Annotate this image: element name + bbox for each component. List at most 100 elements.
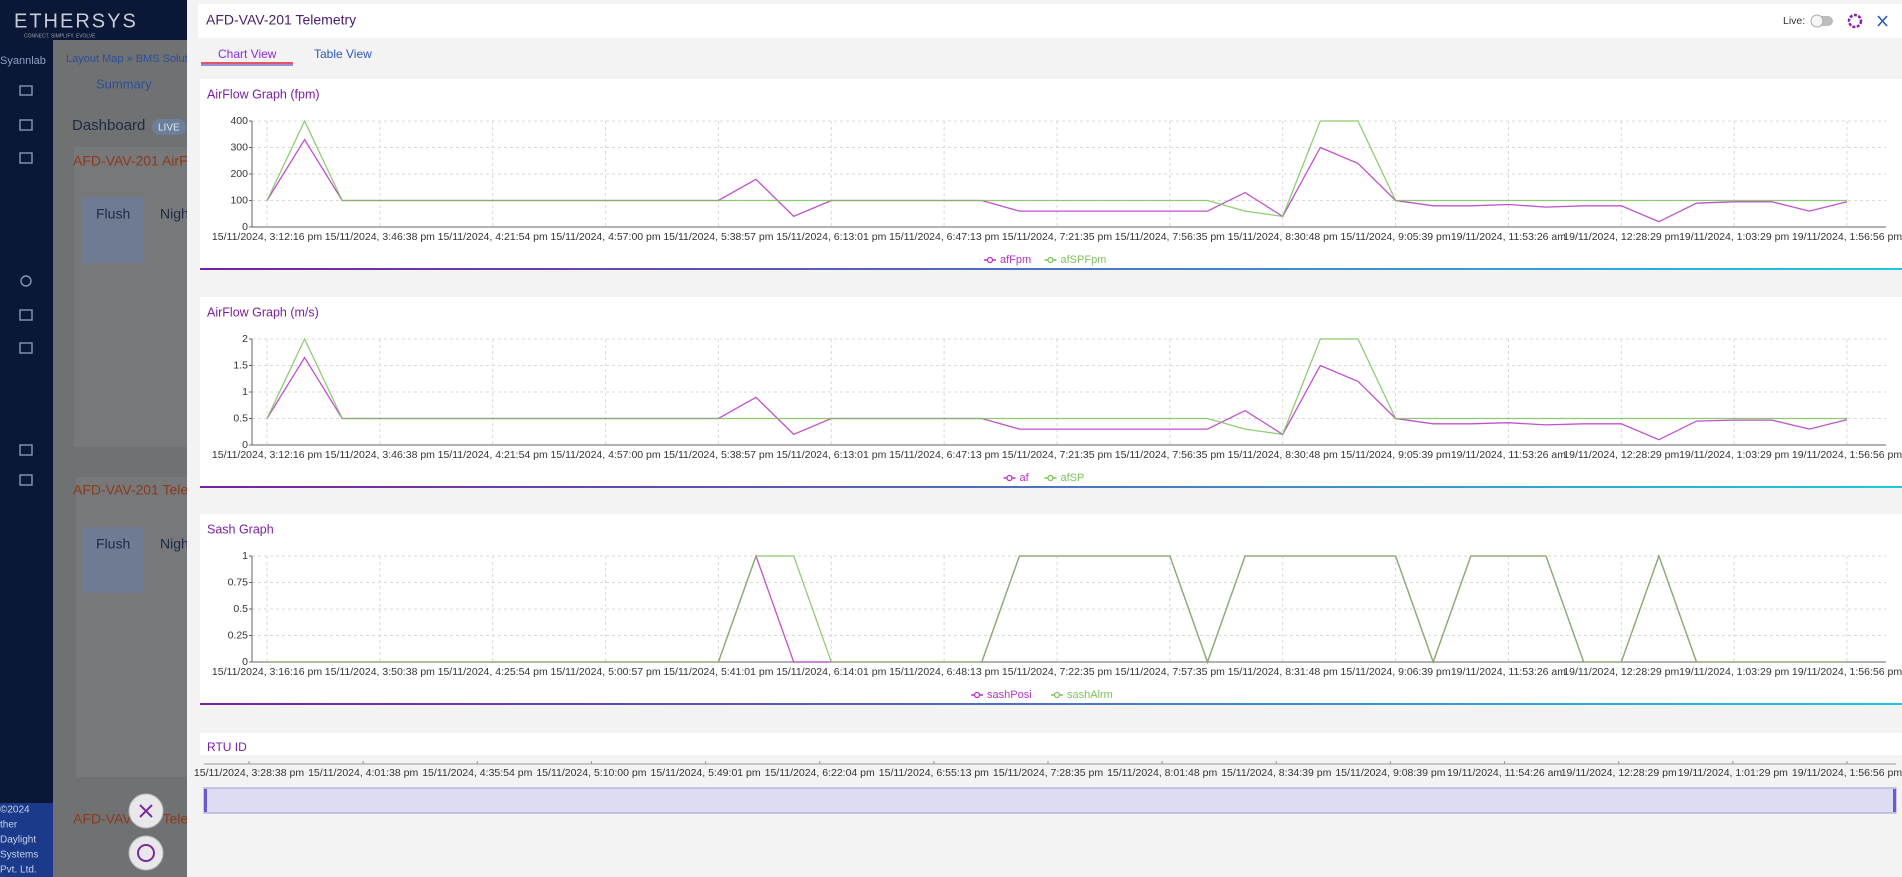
x-tick-label: 15/11/2024, 6:14:01 pm <box>776 666 886 678</box>
y-tick-label: 100 <box>230 194 248 206</box>
x-tick-label: 19/11/2024, 1:03:29 pm <box>1679 231 1789 243</box>
x-tick-label: 15/11/2024, 7:22:35 pm <box>1002 666 1112 678</box>
navigator-range[interactable] <box>203 787 1897 814</box>
footer-line: Pvt. Ltd. <box>0 865 37 876</box>
navigator-label: 15/11/2024, 6:55:13 pm <box>879 767 989 779</box>
y-tick-label: 0 <box>242 439 248 451</box>
x-tick-label: 15/11/2024, 7:56:35 pm <box>1115 231 1225 243</box>
live-label: Live: <box>1783 15 1805 27</box>
x-tick-label: 19/11/2024, 1:56:56 pm <box>1792 449 1902 461</box>
x-tick-label: 15/11/2024, 3:46:38 pm <box>325 231 435 243</box>
sidebar-icons <box>19 85 33 486</box>
footer-line: ©2024 <box>0 805 30 816</box>
x-tick-label: 15/11/2024, 9:05:39 pm <box>1340 231 1450 243</box>
footer-line: Daylight <box>0 835 36 846</box>
x-tick-label: 15/11/2024, 7:21:35 pm <box>1002 449 1112 461</box>
x-tick-label: 15/11/2024, 7:56:35 pm <box>1115 449 1225 461</box>
settings-button[interactable] <box>1847 13 1863 29</box>
sidebar <box>0 0 53 877</box>
navigator-label: 19/11/2024, 12:28:29 pm <box>1561 767 1677 779</box>
x-tick-label: 15/11/2024, 6:47:13 pm <box>889 449 999 461</box>
modal-close[interactable] <box>1877 15 1888 27</box>
navigator-label: 15/11/2024, 4:01:38 pm <box>308 767 418 779</box>
legend-marker-dot <box>1047 474 1054 482</box>
card-border <box>200 486 1902 488</box>
x-tick-label: 15/11/2024, 4:25:54 pm <box>438 666 548 678</box>
nav-fab[interactable] <box>128 835 164 871</box>
y-tick-label: 0.25 <box>228 629 249 641</box>
legend-marker-dot <box>986 256 994 264</box>
x-tick-label: 19/11/2024, 1:03:29 pm <box>1679 449 1789 461</box>
bg-dashboard: Dashboard <box>72 117 145 134</box>
y-tick-label: 0.5 <box>233 603 248 615</box>
x-tick-label: 15/11/2024, 8:30:48 pm <box>1228 231 1338 243</box>
x-tick-label: 15/11/2024, 3:16:16 pm <box>212 666 322 678</box>
breadcrumb: Layout Map » BMS Soluti <box>66 53 190 65</box>
navigator-label: 15/11/2024, 4:35:54 pm <box>422 767 532 779</box>
navigator-handle[interactable] <box>204 789 207 812</box>
x-tick-label: 15/11/2024, 4:57:00 pm <box>550 449 660 461</box>
x-tick-label: 19/11/2024, 12:28:29 pm <box>1563 449 1679 461</box>
legend-label: sashPosi <box>987 689 1032 701</box>
navigator-label: 19/11/2024, 1:01:29 pm <box>1678 767 1788 779</box>
tab-table-view[interactable]: Table View <box>314 47 372 61</box>
org-name: Syannlab <box>0 55 46 67</box>
navigator-label: 15/11/2024, 8:01:48 pm <box>1107 767 1217 779</box>
x-tick-label: 15/11/2024, 3:46:38 pm <box>325 449 435 461</box>
legend-label: sashAlrm <box>1067 689 1113 701</box>
bg-panel-title: AFD-VAV-201 AirF <box>73 153 188 169</box>
bg-toggle-label: Flush <box>96 206 130 222</box>
x-tick-label: 15/11/2024, 8:30:48 pm <box>1228 449 1338 461</box>
tagline: CONNECT. SIMPLIFY. EVOLVE <box>24 33 96 39</box>
nav-fab-icon <box>137 844 155 862</box>
x-tick-label: 15/11/2024, 7:21:35 pm <box>1002 231 1112 243</box>
x-tick-label: 19/11/2024, 12:28:29 pm <box>1563 231 1679 243</box>
x-tick-label: 19/11/2024, 12:28:29 pm <box>1563 666 1679 678</box>
y-tick-label: 0 <box>242 221 248 233</box>
x-tick-label: 15/11/2024, 6:13:01 pm <box>776 449 886 461</box>
charts: AirFlow Graph (fpm)010020030040015/11/20… <box>200 79 1902 705</box>
tab-chart-view[interactable]: Chart View <box>218 47 277 61</box>
navigator-area <box>187 756 1902 877</box>
navigator-label: 15/11/2024, 6:22:04 pm <box>765 767 875 779</box>
sidebar-footer <box>0 803 53 877</box>
x-tick-label: 15/11/2024, 7:57:35 pm <box>1115 666 1225 678</box>
close-fab-icon <box>139 804 153 818</box>
footer-line: ther <box>0 820 18 831</box>
x-tick-label: 19/11/2024, 11:53:26 am <box>1451 231 1566 243</box>
x-tick-label: 15/11/2024, 4:21:54 pm <box>438 231 548 243</box>
x-tick-label: 15/11/2024, 6:13:01 pm <box>776 231 886 243</box>
live-badge-text: LIVE <box>158 123 180 134</box>
x-tick-label: 15/11/2024, 5:38:57 pm <box>663 449 773 461</box>
bg-toggle-label: Nigh <box>160 206 189 222</box>
legend-label: afSP <box>1061 472 1085 484</box>
x-tick-label: 15/11/2024, 5:41:01 pm <box>663 666 773 678</box>
bg-toggle-card <box>82 197 144 263</box>
x-tick-label: 19/11/2024, 1:03:29 pm <box>1679 666 1789 678</box>
live-toggle-knob <box>1810 14 1824 28</box>
chart-title: AirFlow Graph (fpm) <box>207 87 320 101</box>
navigator-handle[interactable] <box>1893 789 1896 812</box>
navigator-label: 19/11/2024, 1:56:56 pm <box>1792 767 1902 779</box>
y-tick-label: 400 <box>230 115 248 127</box>
next-card <box>200 733 1902 755</box>
y-tick-label: 1 <box>242 386 248 398</box>
navigator-label: 15/11/2024, 7:28:35 pm <box>993 767 1103 779</box>
navigator-label: 19/11/2024, 11:54:26 am <box>1447 767 1562 779</box>
modal-title: AFD-VAV-201 Telemetry <box>206 12 356 28</box>
bg-tab: Summary <box>96 76 152 91</box>
y-tick-label: 1.5 <box>233 359 248 371</box>
legend-marker-dot <box>1006 474 1013 482</box>
card-border <box>200 703 1902 705</box>
x-tick-label: 19/11/2024, 1:56:56 pm <box>1792 666 1902 678</box>
footer-line: Systems <box>0 850 38 861</box>
x-tick-label: 19/11/2024, 11:53:26 am <box>1451 666 1566 678</box>
x-tick-label: 19/11/2024, 1:56:56 pm <box>1792 231 1902 243</box>
x-tick-label: 15/11/2024, 9:06:39 pm <box>1340 666 1450 678</box>
x-tick-label: 15/11/2024, 9:05:39 pm <box>1340 449 1450 461</box>
y-tick-label: 0 <box>242 656 248 668</box>
y-tick-label: 200 <box>230 168 248 180</box>
legend-label: afSPFpm <box>1061 254 1107 266</box>
bg-panel-title: AFD-VAV-201 Tele <box>73 482 188 498</box>
